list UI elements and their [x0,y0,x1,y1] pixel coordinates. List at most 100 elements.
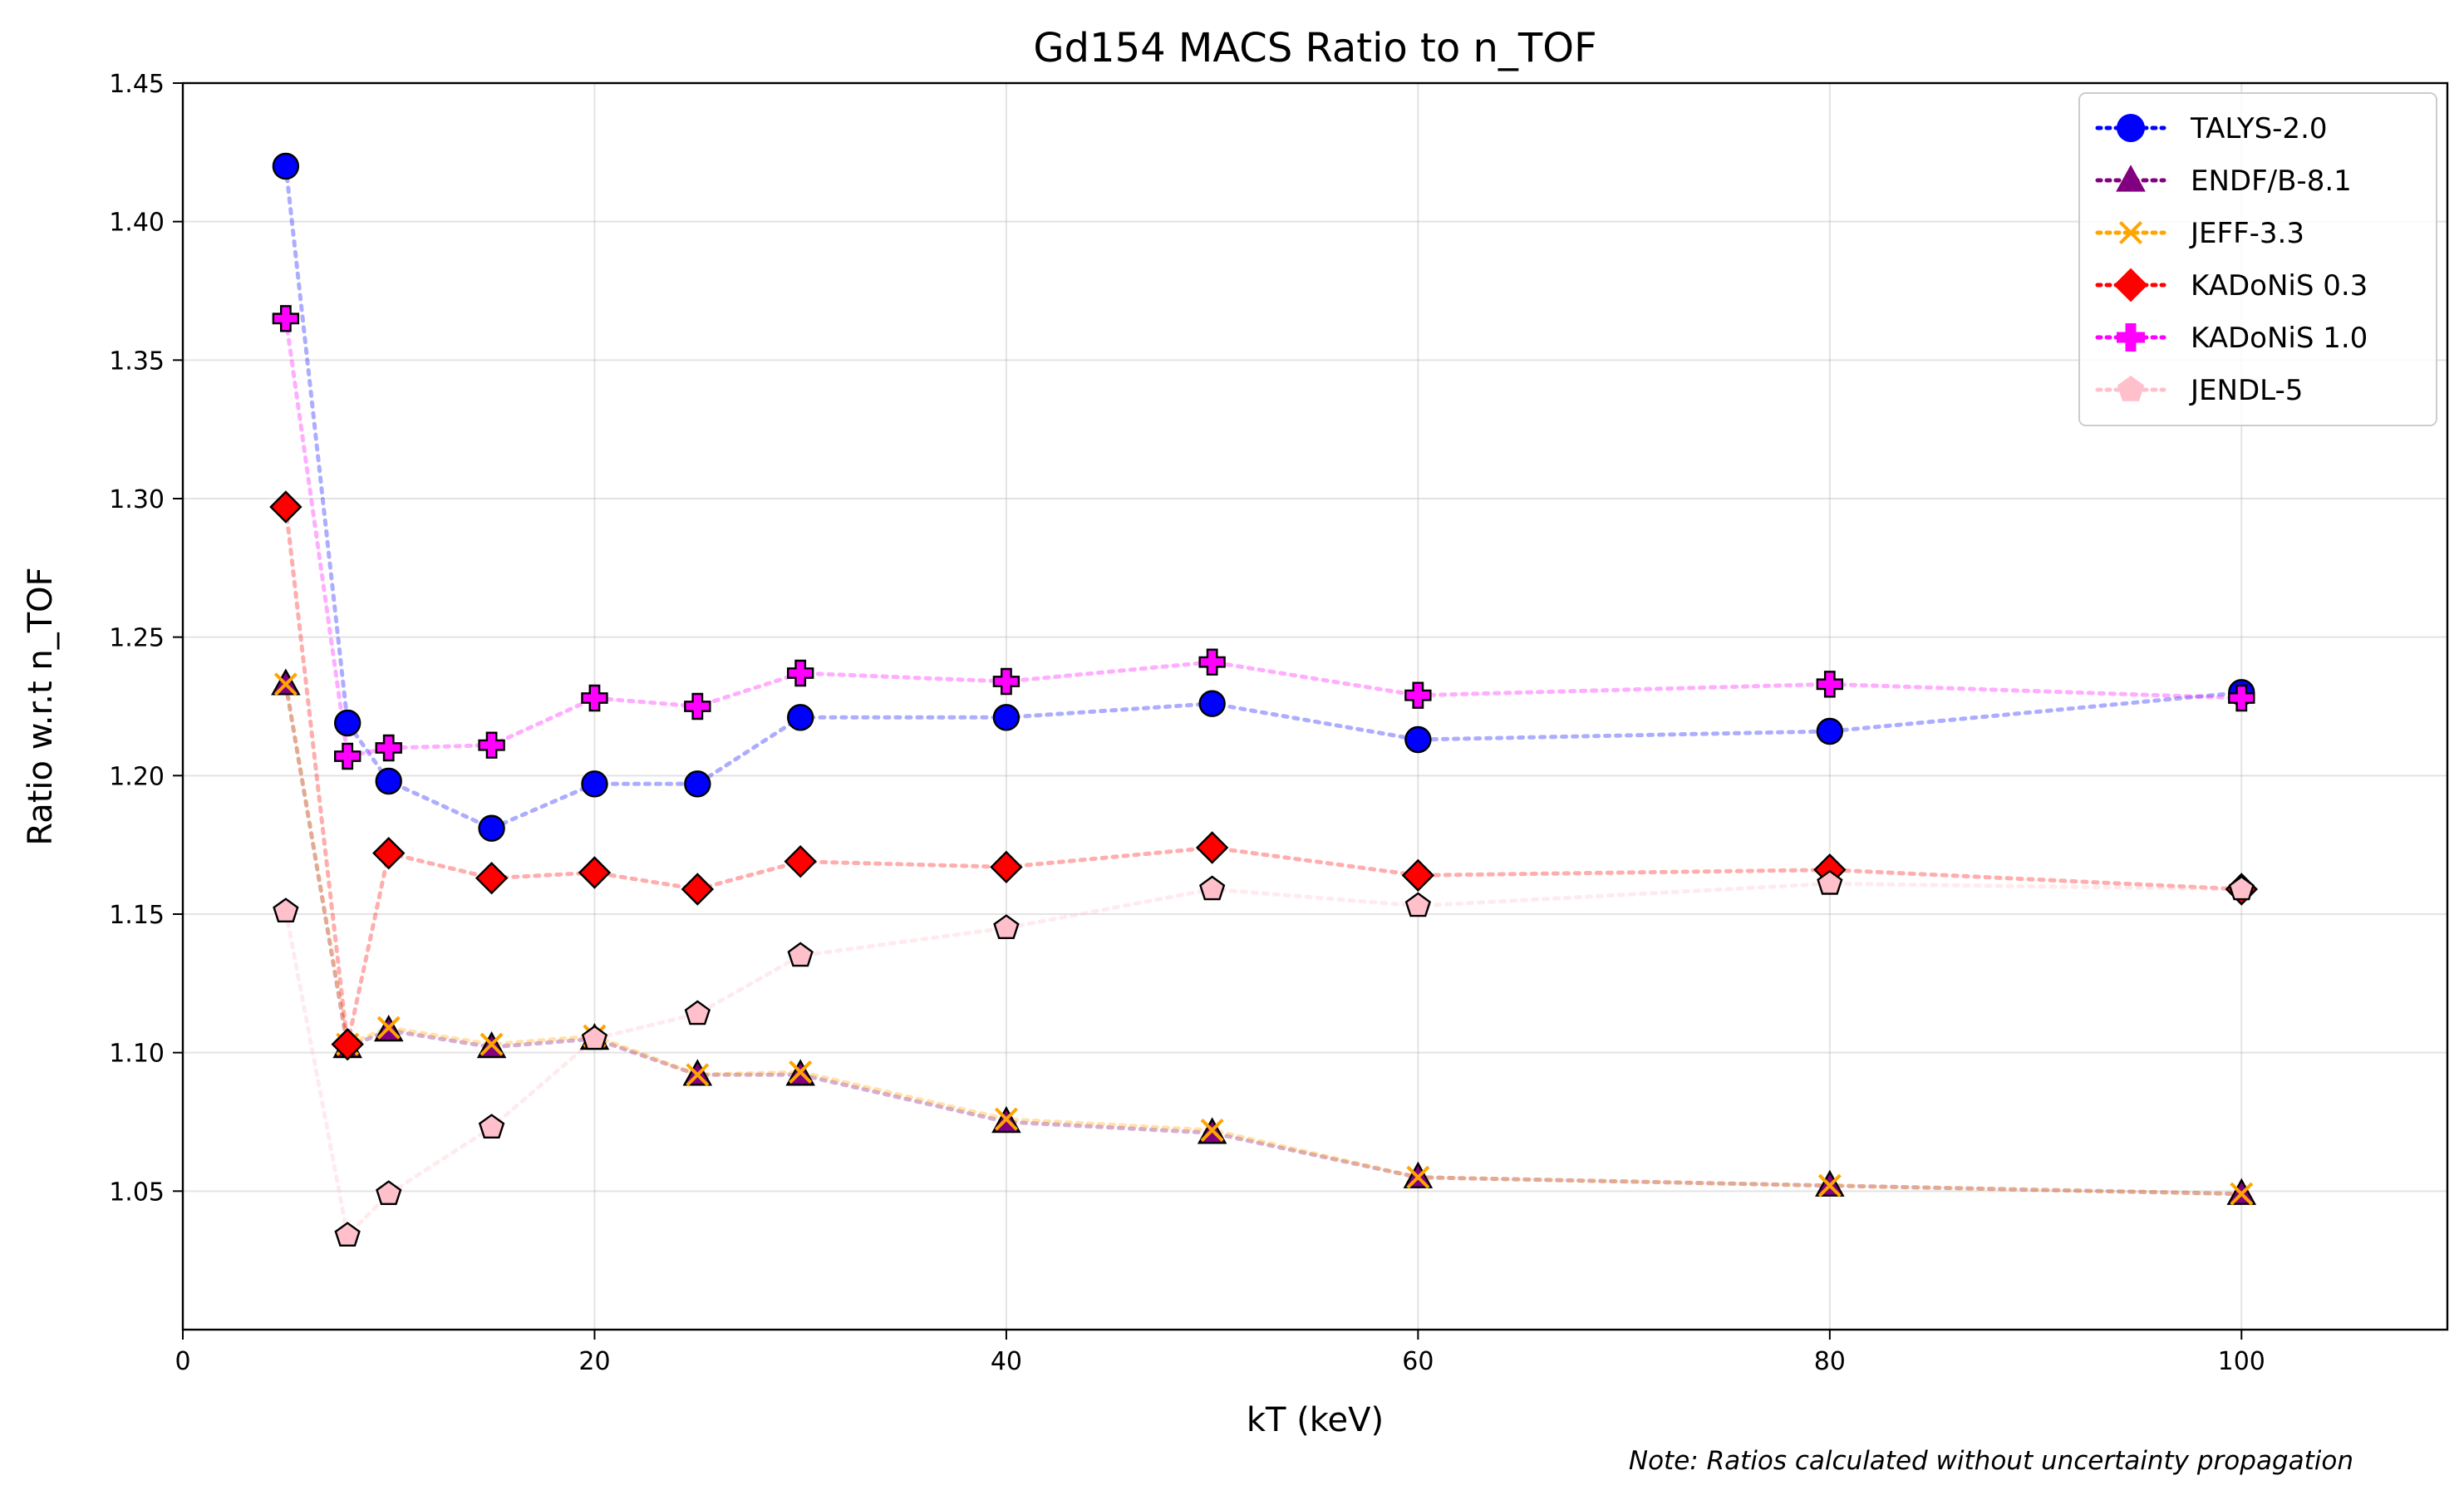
y-tick-label: 1.45 [109,70,165,99]
data-point-kadonis-1-0 [478,731,505,759]
data-point-kadonis-1-0 [581,684,608,712]
legend-label-endf-b-8-1: ENDF/B-8.1 [2191,165,2352,198]
series-points-talys-2-0 [272,152,2255,842]
legend-item-talys-2-0: TALYS-2.0 [2095,112,2328,145]
y-tick-label: 1.05 [109,1178,165,1207]
y-axis-label: Ratio w.r.t n_TOF [22,567,60,845]
legend-item-kadonis-1-0: KADoNiS 1.0 [2095,322,2368,355]
data-point-jendl-5 [1817,869,1843,895]
data-point-kadonis-0-3 [475,861,509,895]
y-tick-label: 1.10 [109,1040,165,1069]
data-point-kadonis-1-0 [375,734,402,762]
x-tick-label: 40 [991,1347,1022,1376]
data-point-jendl-5 [1198,875,1226,901]
data-point-jendl-5 [581,1025,608,1050]
legend-label-jendl-5: JENDL-5 [2189,374,2303,407]
data-point-talys-2-0 [786,704,814,731]
y-tick-label: 1.35 [109,347,165,376]
chart-title: Gd154 MACS Ratio to n_TOF [1033,25,1596,71]
data-point-jendl-5 [334,1222,361,1247]
axis-ticks-layer: 0 20 40 60 80 100 1.05 1.10 1.15 1.20 1.25 1.30 1.35… [109,70,2265,1376]
data-point-jeff-3-3 [480,1032,504,1056]
x-tick-label: 0 [175,1347,190,1376]
data-point-jeff-3-3-stroke [789,1060,813,1084]
footnote: Note: Ratios calculated without uncertai… [1629,1446,2353,1476]
data-point-jendl-5 [273,898,299,923]
x-tick-label: 20 [578,1347,610,1376]
data-point-talys-2-0 [333,709,361,737]
data-point-talys-2-0 [272,152,300,180]
series-line-kadonis-0-3 [283,504,2244,1045]
data-point-kadonis-0-3 [578,856,612,889]
legend-label-kadonis-1-0: KADoNiS 1.0 [2191,322,2368,355]
data-point-kadonis-0-3 [990,850,1023,884]
data-point-jeff-3-3-stroke [686,1063,710,1087]
data-point-talys-2-0 [1198,690,1226,717]
data-point-kadonis-0-3 [269,490,302,524]
x-tick-label: 80 [1814,1347,1846,1376]
legend-label-kadonis-0-3: KADoNiS 0.3 [2191,269,2368,302]
data-point-jeff-3-3 [994,1107,1018,1131]
legend-marker-talys-2-0 [2117,114,2145,142]
y-tick-label: 1.20 [109,762,165,791]
y-tick-label: 1.30 [109,485,165,514]
legend-label-jeff-3-3: JEFF-3.3 [2189,217,2304,250]
data-point-talys-2-0 [581,770,608,798]
series-markers-layer [269,152,2258,1247]
legend-marker-endf-b-8-1 [2116,165,2146,192]
data-point-jendl-5 [787,942,814,967]
data-point-jeff-3-3 [376,1016,401,1040]
legend-marker-kadonis-0-3 [2113,268,2148,302]
data-point-jeff-3-3 [1200,1118,1224,1143]
legend-marker-jeff-3-3 [2118,220,2143,245]
legend-item-endf-b-8-1: ENDF/B-8.1 [2095,165,2352,198]
data-point-jeff-3-3-stroke [994,1107,1018,1131]
data-point-kadonis-0-3 [372,836,406,870]
data-point-talys-2-0 [1816,717,1844,745]
data-point-jeff-3-3-stroke [273,672,298,696]
data-point-kadonis-1-0 [333,742,361,770]
data-point-jendl-5 [684,1000,711,1025]
data-point-jendl-5 [376,1180,402,1206]
data-point-kadonis-1-0 [272,305,300,332]
data-point-jendl-5 [1404,892,1432,917]
data-point-talys-2-0 [992,704,1021,731]
data-point-jeff-3-3 [1406,1165,1430,1189]
data-point-jendl-5 [2228,875,2255,901]
data-point-kadonis-1-0 [992,667,1021,696]
data-point-jeff-3-3 [789,1060,813,1084]
data-point-jeff-3-3-stroke [376,1016,401,1040]
y-tick-label: 1.40 [109,209,165,238]
data-point-jeff-3-3-stroke [480,1032,504,1056]
data-point-jeff-3-3-stroke [1200,1118,1224,1143]
legend-marker-kadonis-1-0 [2117,323,2145,352]
data-point-kadonis-1-0 [1816,671,1844,698]
legend-item-kadonis-0-3: KADoNiS 0.3 [2095,268,2368,302]
data-point-jendl-5 [993,914,1020,940]
data-point-kadonis-0-3 [681,873,715,906]
data-point-jeff-3-3-stroke [1406,1165,1430,1189]
legend-marker-jendl-5 [2117,376,2145,401]
data-point-kadonis-0-3 [331,1027,364,1061]
data-point-jeff-3-3 [273,672,298,696]
data-point-talys-2-0 [1404,725,1432,754]
data-point-jeff-3-3 [1817,1173,1842,1198]
x-axis-label: kT (keV) [1247,1401,1384,1439]
legend-marker-jeff-3-3-stroke [2118,220,2143,245]
x-tick-label: 100 [2218,1347,2265,1376]
data-point-kadonis-0-3 [784,844,817,878]
y-tick-label: 1.15 [109,901,165,930]
data-point-kadonis-1-0 [1198,648,1226,676]
x-tick-label: 60 [1402,1347,1434,1376]
legend-label-talys-2-0: TALYS-2.0 [2190,112,2328,145]
data-point-kadonis-0-3 [1195,831,1229,864]
data-point-kadonis-0-3 [1401,858,1435,893]
data-point-jeff-3-3-stroke [2230,1182,2254,1206]
series-points-kadonis-1-0 [272,305,2255,770]
data-point-talys-2-0 [684,770,711,798]
data-point-talys-2-0 [375,767,402,795]
data-point-jendl-5 [478,1114,505,1139]
